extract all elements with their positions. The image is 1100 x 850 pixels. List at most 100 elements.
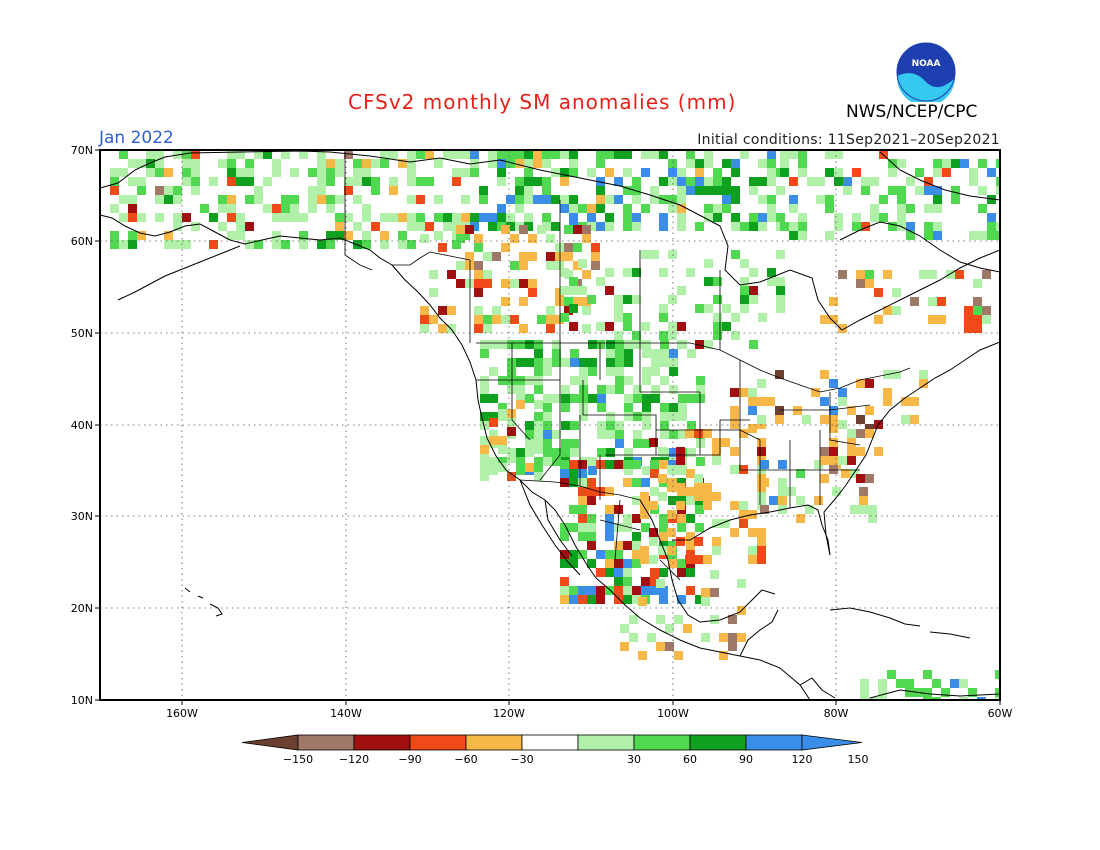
anomaly-cell	[694, 483, 703, 492]
anomaly-cell	[537, 225, 546, 234]
anomaly-cell	[749, 222, 758, 231]
anomaly-cell	[704, 259, 713, 268]
anomaly-cell	[605, 559, 614, 568]
anomaly-cell	[624, 349, 633, 358]
anomaly-cell	[519, 252, 528, 261]
anomaly-cell	[525, 358, 534, 367]
anomaly-cell	[452, 150, 461, 159]
anomaly-cell	[344, 150, 353, 159]
anomaly-cell	[380, 240, 389, 249]
anomaly-cell	[651, 358, 660, 367]
anomaly-cell	[555, 243, 564, 252]
anomaly-cell	[789, 177, 798, 186]
anomaly-cell	[227, 159, 236, 168]
anomaly-cell	[614, 523, 623, 532]
anomaly-cell	[605, 213, 614, 222]
anomaly-cell	[651, 349, 660, 358]
anomaly-cell	[434, 195, 443, 204]
anomaly-cell	[678, 430, 687, 439]
anomaly-cell	[137, 177, 146, 186]
anomaly-cell	[978, 186, 987, 195]
anomaly-cell	[492, 306, 501, 315]
anomaly-cell	[380, 159, 389, 168]
anomaly-cell	[638, 651, 647, 660]
anomaly-cell	[564, 225, 573, 234]
anomaly-cell	[429, 270, 438, 279]
anomaly-cell	[623, 168, 632, 177]
anomaly-cell	[480, 463, 489, 472]
anomaly-cell	[281, 204, 290, 213]
anomaly-cell	[560, 204, 569, 213]
anomaly-cell	[798, 231, 807, 240]
anomaly-cell	[317, 186, 326, 195]
anomaly-cell	[668, 322, 677, 331]
anomaly-cell	[883, 270, 892, 279]
anomaly-cell	[506, 222, 515, 231]
anomaly-cell	[660, 430, 669, 439]
anomaly-cell	[642, 439, 651, 448]
anomaly-cell	[489, 430, 498, 439]
anomaly-cell	[676, 456, 685, 465]
anomaly-cell	[614, 505, 623, 514]
anomaly-cell	[937, 297, 946, 306]
anomaly-cell	[615, 340, 624, 349]
anomaly-cell	[749, 286, 758, 295]
anomaly-cell	[834, 168, 843, 177]
anomaly-cell	[501, 279, 510, 288]
anomaly-cell	[542, 150, 551, 159]
anomaly-cell	[669, 385, 678, 394]
anomaly-cell	[555, 252, 564, 261]
anomaly-cell	[649, 555, 658, 564]
anomaly-cell	[669, 412, 678, 421]
anomaly-cell	[865, 406, 874, 415]
anomaly-cell	[579, 403, 588, 412]
anomaly-cell	[579, 412, 588, 421]
anomaly-cell	[543, 358, 552, 367]
anomaly-cell	[371, 177, 380, 186]
anomaly-cell	[623, 222, 632, 231]
anomaly-cell	[767, 168, 776, 177]
anomaly-cell	[878, 697, 887, 700]
anomaly-cell	[701, 597, 710, 606]
anomaly-cell	[254, 186, 263, 195]
anomaly-cell	[560, 532, 569, 541]
anomaly-cell	[561, 394, 570, 403]
anomaly-cell	[659, 532, 668, 541]
anomaly-cell	[757, 483, 766, 492]
anomaly-cell	[480, 436, 489, 445]
anomaly-cell	[694, 555, 703, 564]
anomaly-cell	[852, 213, 861, 222]
anomaly-cell	[569, 559, 578, 568]
anomaly-cell	[696, 394, 705, 403]
anomaly-cell	[578, 496, 587, 505]
anomaly-cell	[605, 523, 614, 532]
anomaly-cell	[955, 270, 964, 279]
anomaly-cell	[582, 234, 591, 243]
anomaly-cell	[686, 487, 695, 496]
anomaly-cell	[910, 397, 919, 406]
anomaly-cell	[519, 297, 528, 306]
anomaly-cell	[515, 204, 524, 213]
anomaly-cell	[570, 358, 579, 367]
anomaly-cell	[749, 268, 758, 277]
anomaly-cell	[677, 168, 686, 177]
anomaly-cell	[677, 195, 686, 204]
anomaly-cell	[861, 177, 870, 186]
anomaly-cell	[856, 379, 865, 388]
anomaly-cell	[534, 439, 543, 448]
anomaly-cell	[850, 469, 859, 478]
anomaly-cell	[669, 358, 678, 367]
anomaly-cell	[677, 568, 686, 577]
anomaly-cell	[480, 394, 489, 403]
lon-label: 100W	[657, 707, 689, 720]
anomaly-cell	[678, 394, 687, 403]
anomaly-cell	[596, 322, 605, 331]
anomaly-cell	[933, 195, 942, 204]
anomaly-cell	[578, 469, 587, 478]
anomaly-cell	[596, 195, 605, 204]
anomaly-cell	[650, 487, 659, 496]
anomaly-cell	[173, 195, 182, 204]
anomaly-cell	[704, 213, 713, 222]
anomaly-cell	[686, 186, 695, 195]
anomaly-cell	[780, 222, 789, 231]
